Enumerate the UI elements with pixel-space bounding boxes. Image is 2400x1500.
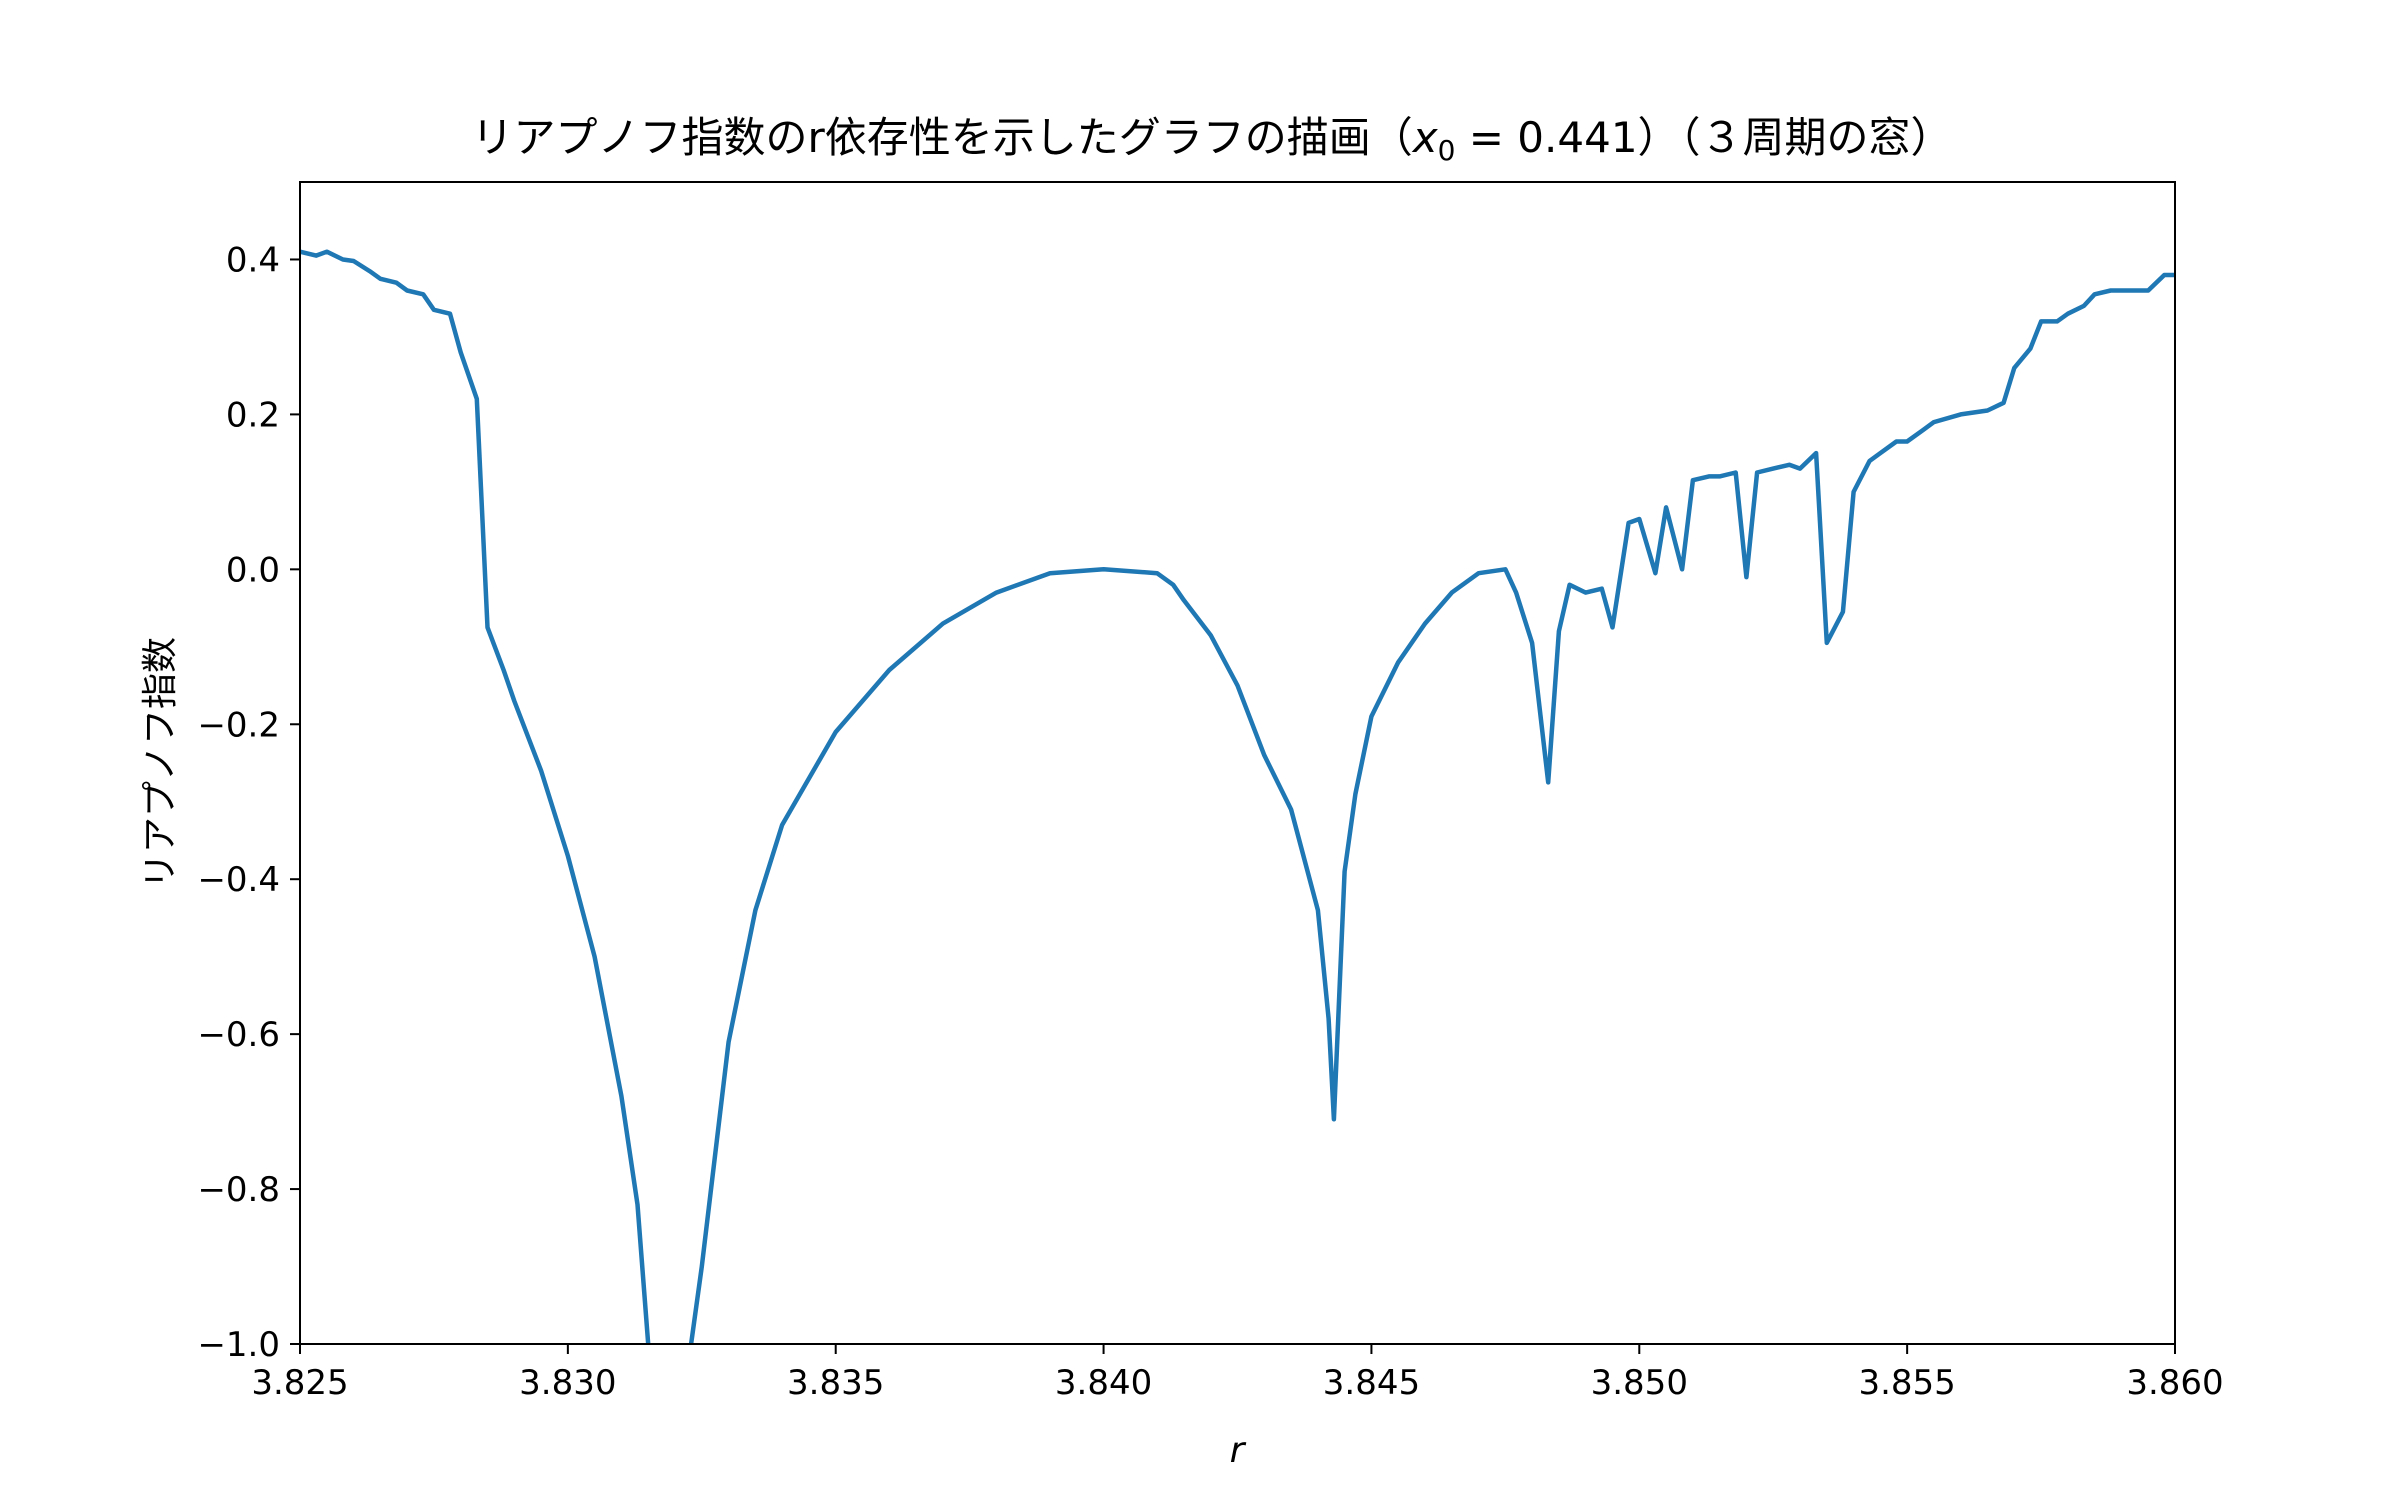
- x-tick-label: 3.855: [1858, 1363, 1955, 1403]
- x-tick-label: 3.845: [1323, 1363, 1420, 1403]
- y-tick-label: −0.8: [197, 1170, 280, 1210]
- chart-title: リアプノフ指数のr依存性を示したグラフの描画（x0 = 0.441）（３周期の窓…: [471, 113, 1952, 167]
- y-axis-label: リアプノフ指数: [140, 637, 181, 889]
- chart-title-prefix: リアプノフ指数のr依存性を示したグラフの描画（: [471, 113, 1412, 162]
- plot-area: [299, 181, 2176, 1345]
- x-tick-label: 3.825: [251, 1363, 348, 1403]
- y-tick-label: −1.0: [197, 1325, 280, 1365]
- x-tick-label: 3.860: [2126, 1363, 2223, 1403]
- y-tick-label: −0.2: [197, 705, 280, 745]
- y-tick-label: 0.0: [226, 550, 280, 590]
- chart-title-subscript: 0: [1438, 134, 1456, 167]
- y-tick-label: −0.4: [197, 860, 280, 900]
- lyapunov-series-line: [300, 249, 2175, 1344]
- x-tick-label: 3.850: [1591, 1363, 1688, 1403]
- x-tick-label: 3.840: [1055, 1363, 1152, 1403]
- x-axis: 3.825 3.830 3.835 3.840 3.845 3.850 3.855 3.860: [251, 1344, 2224, 1403]
- y-axis: 0.4 0.2 0.0 −0.2 −0.4 −0.6 −0.8 −1.0: [197, 240, 300, 1365]
- y-tick-label: 0.2: [226, 395, 280, 435]
- x-axis-label: r: [1230, 1430, 1247, 1471]
- plot-frame: [299, 181, 2176, 1345]
- x-tick-label: 3.830: [519, 1363, 616, 1403]
- y-tick-label: 0.4: [226, 240, 280, 280]
- chart-title-suffix: = 0.441）（３周期の窓）: [1455, 113, 1952, 162]
- x-tick-label: 3.835: [787, 1363, 884, 1403]
- chart-title-variable: x: [1411, 113, 1439, 162]
- y-tick-label: −0.6: [197, 1015, 280, 1055]
